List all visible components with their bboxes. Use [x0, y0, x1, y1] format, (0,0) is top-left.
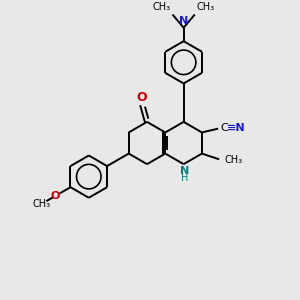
Text: O: O — [51, 191, 60, 201]
Text: O: O — [136, 92, 147, 104]
Text: N: N — [179, 16, 188, 26]
Text: ≡N: ≡N — [227, 123, 245, 133]
Text: CH₃: CH₃ — [225, 155, 243, 165]
Text: H: H — [181, 172, 188, 183]
Text: CH₃: CH₃ — [152, 2, 171, 12]
Text: CH₃: CH₃ — [197, 2, 215, 12]
Text: N: N — [180, 166, 189, 176]
Text: C: C — [220, 123, 228, 133]
Text: CH₃: CH₃ — [32, 199, 50, 209]
